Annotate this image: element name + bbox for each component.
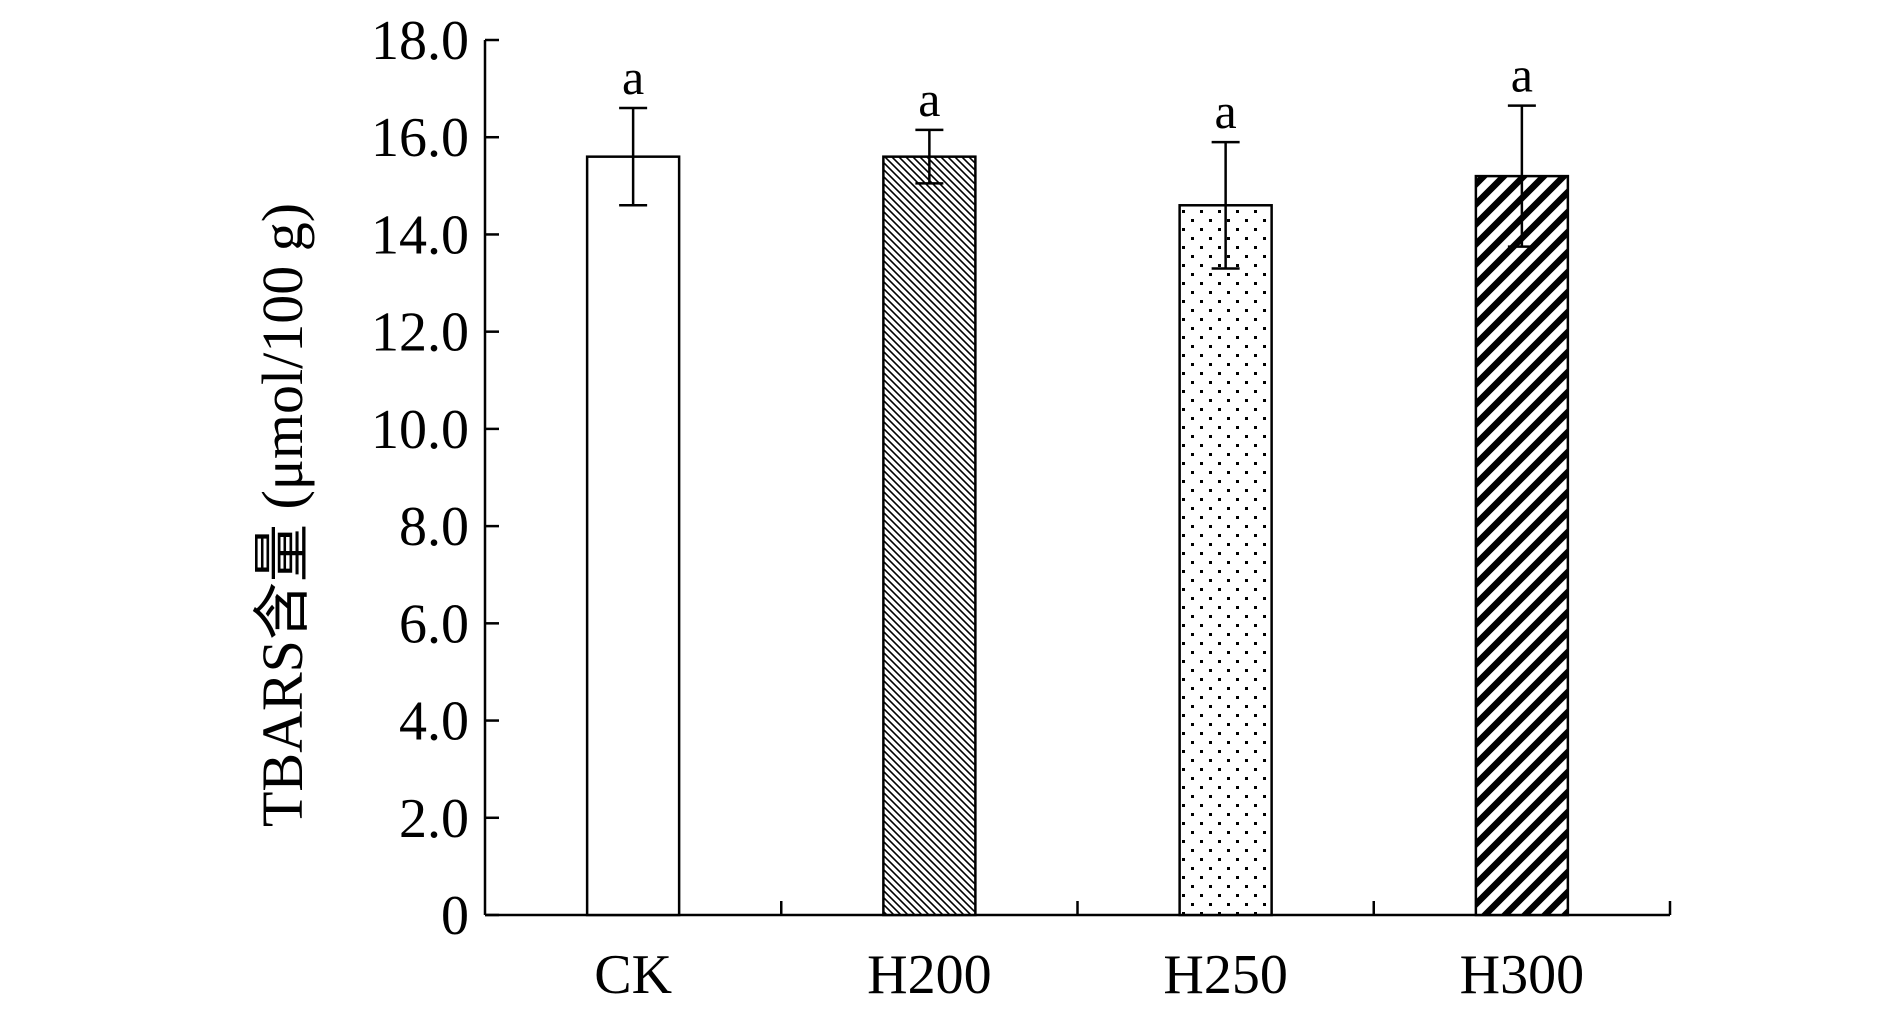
bar-h200: [882, 155, 977, 917]
y-tick-label: 14.0: [371, 204, 469, 266]
y-tick-label: 6.0: [399, 593, 469, 655]
y-tick-label: 16.0: [371, 107, 469, 169]
y-tick-label: 8.0: [399, 496, 469, 558]
x-category-label: H200: [867, 944, 991, 1006]
axes: 0 2.0 4.0 6.0 8.0 10.0 12.0 14.0 16.0 18.0 CK H200 H…: [371, 10, 1672, 1006]
y-tick-label: 4.0: [399, 691, 469, 753]
significance-label: a: [1511, 47, 1533, 103]
y-tick-label: 18.0: [371, 10, 469, 72]
y-axis-title: TBARS含量 (μmol/100 g): [250, 203, 315, 827]
y-tick-label: 2.0: [399, 788, 469, 850]
x-category-label: H300: [1460, 944, 1584, 1006]
bar-h250: [1178, 204, 1273, 917]
y-tick-label: 12.0: [371, 302, 469, 364]
significance-label: a: [1215, 83, 1237, 139]
bars-group: a a aa: [585, 47, 1570, 917]
bar-h300: [1474, 174, 1570, 917]
x-category-label: CK: [594, 944, 672, 1006]
bar-ck: [585, 155, 681, 917]
y-tick-label: 10.0: [371, 399, 469, 461]
x-category-label: H250: [1163, 944, 1287, 1006]
significance-label: a: [918, 71, 940, 127]
y-tick-label: 0: [441, 885, 469, 947]
significance-label: a: [622, 49, 644, 105]
